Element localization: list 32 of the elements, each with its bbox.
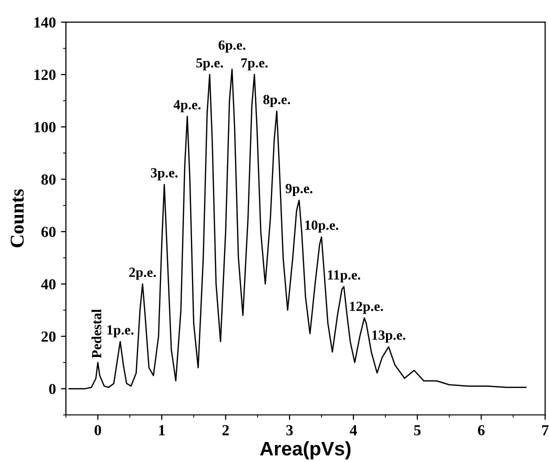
annotation: 8p.e. — [263, 94, 290, 108]
y-tick-label: 120 — [34, 70, 56, 80]
x-axis-title: Area(pVs) — [260, 441, 350, 460]
y-tick-label: 80 — [41, 174, 56, 185]
x-tick-label: 3 — [286, 425, 293, 436]
annotation: 3p.e. — [150, 168, 178, 180]
y-tick-label: 20 — [42, 331, 56, 342]
x-tick-label: 5 — [414, 425, 421, 436]
annotation: 13p.e. — [372, 330, 406, 343]
annotation: 1p.e. — [107, 325, 134, 338]
annotation: 4p.e. — [174, 100, 201, 112]
y-tick-label: 0 — [49, 384, 56, 394]
y-tick-label: 100 — [34, 122, 56, 132]
x-tick-label: 1 — [159, 425, 165, 436]
annotation: 6p.e. — [218, 40, 246, 53]
annotation: 7p.e. — [241, 58, 268, 70]
annotation: 10p.e. — [305, 220, 338, 233]
y-axis-title: Counts — [10, 189, 24, 248]
x-tick-label: 7 — [542, 425, 549, 436]
y-tick-label: 40 — [41, 279, 56, 290]
y-tick-label: 60 — [41, 226, 56, 238]
x-tick-label: 2 — [222, 425, 229, 436]
annotation: Pedestal — [92, 309, 102, 358]
annotation: 9p.e. — [286, 184, 312, 196]
x-tick-label: 4 — [350, 425, 357, 436]
x-tick-label: 6 — [478, 425, 485, 436]
annotation: 12p.e. — [350, 302, 383, 314]
annotation: 2p.e. — [129, 268, 156, 280]
y-tick-label: 140 — [34, 17, 56, 28]
x-tick-label: 0 — [94, 425, 102, 436]
annotation: 5p.e. — [196, 58, 223, 70]
annotation: 11p.e. — [328, 270, 360, 282]
